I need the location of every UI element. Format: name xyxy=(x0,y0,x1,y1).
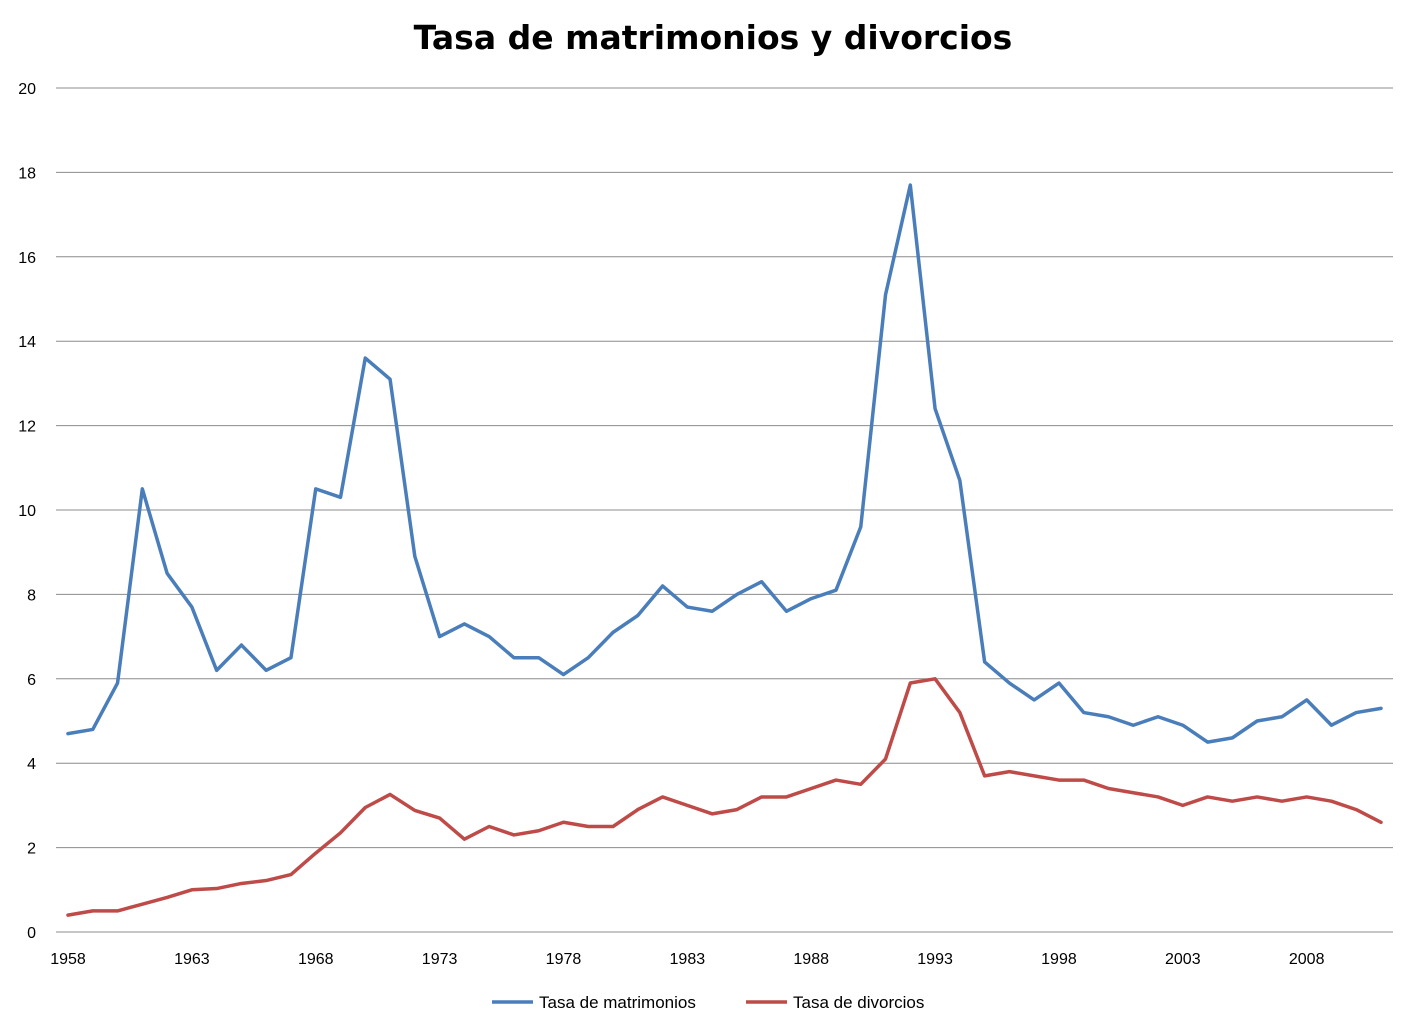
x-tick-label: 1993 xyxy=(917,951,953,968)
series-lines xyxy=(66,183,1383,917)
chart-title: Tasa de matrimonios y divorcios xyxy=(413,18,1013,57)
x-tick-label: 1968 xyxy=(298,951,334,968)
gridlines xyxy=(56,87,1393,849)
y-tick-label: 8 xyxy=(27,587,36,604)
x-tick-label: 1963 xyxy=(174,951,210,968)
series-line-matrimonios xyxy=(66,183,1383,744)
x-tick-label: 1973 xyxy=(422,951,458,968)
x-tick-label: 1983 xyxy=(670,951,706,968)
x-tick-label: 2008 xyxy=(1289,951,1325,968)
y-tick-label: 10 xyxy=(18,503,36,520)
legend-label: Tasa de divorcios xyxy=(793,993,924,1012)
y-tick-label: 6 xyxy=(27,672,36,689)
x-tick-labels: 1958 1963 1968 1973 1978 1983 1988 1993 1998 2003… xyxy=(50,951,1324,968)
x-tick-label: 2003 xyxy=(1165,951,1201,968)
series-line-divorcios xyxy=(66,677,1383,917)
x-tick-label: 1978 xyxy=(546,951,582,968)
x-tick-label: 1958 xyxy=(50,951,86,968)
x-tick-label: 1998 xyxy=(1041,951,1077,968)
x-tick-label: 1988 xyxy=(793,951,829,968)
y-tick-labels: 0 2 4 6 8 10 12 14 16 18 20 xyxy=(18,81,36,942)
y-tick-label: 12 xyxy=(18,419,36,436)
legend-label: Tasa de matrimonios xyxy=(539,993,696,1012)
y-tick-label: 18 xyxy=(18,165,36,182)
y-tick-label: 0 xyxy=(27,925,36,942)
y-tick-label: 20 xyxy=(18,81,36,98)
y-tick-label: 2 xyxy=(27,841,36,858)
y-tick-label: 14 xyxy=(18,334,36,351)
y-tick-label: 16 xyxy=(18,250,36,267)
legend: Tasa de matrimonios Tasa de divorcios xyxy=(492,993,924,1012)
y-tick-label: 4 xyxy=(27,756,36,773)
